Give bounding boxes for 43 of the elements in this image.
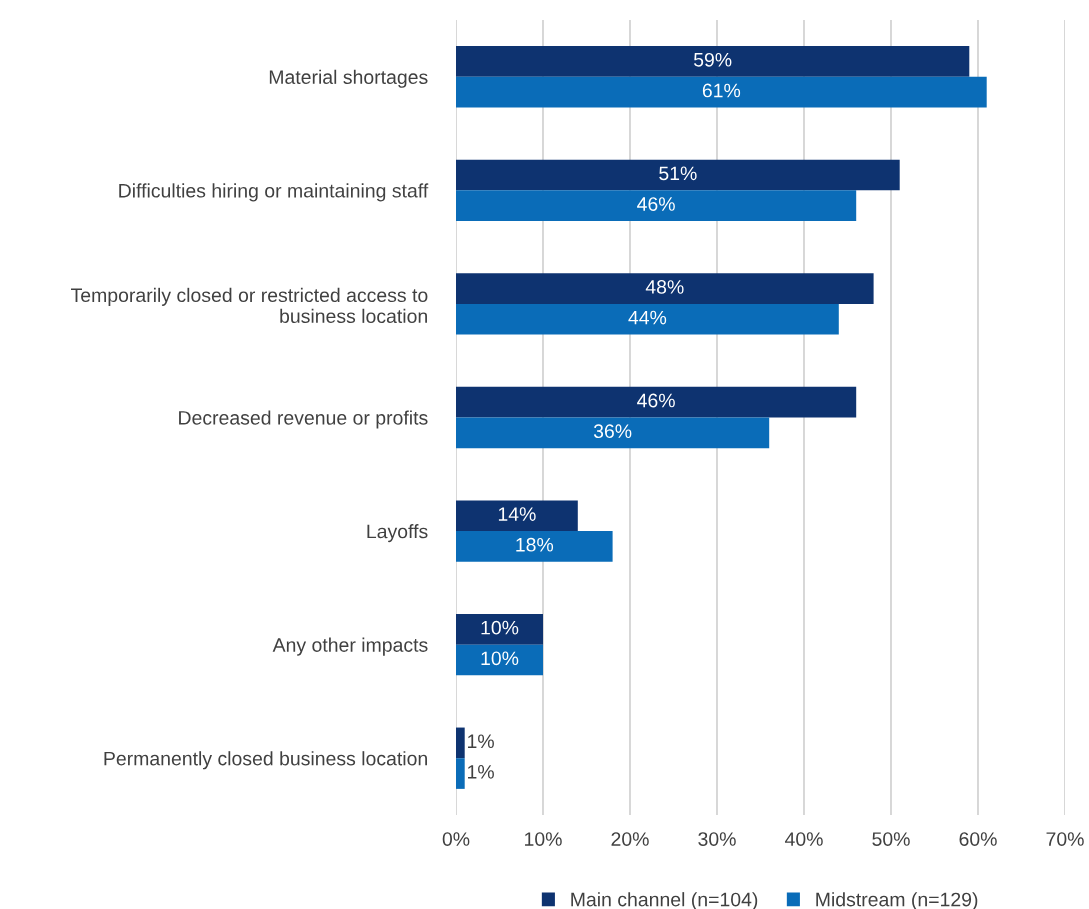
y-tick-label: Temporarily closed or restricted access to business location: [71, 287, 428, 324]
bar: [456, 531, 613, 562]
data-label: 14%: [498, 507, 536, 521]
y-tick-label: Layoffs: [367, 524, 428, 543]
y-tick-label: Any other impacts: [272, 637, 428, 656]
x-tick-label: 50%: [872, 832, 910, 846]
data-label: 10%: [481, 651, 519, 666]
data-label: 36%: [593, 424, 632, 439]
bar: [456, 386, 857, 418]
bar: [456, 417, 770, 449]
bar: [456, 76, 987, 108]
bar: [456, 613, 543, 645]
x-tick-label: 70%: [1046, 832, 1084, 846]
y-tick-label: Difficulties hiring or maintaining staff: [119, 183, 429, 202]
data-label: 1%: [468, 765, 494, 779]
bar: [456, 273, 874, 304]
bar: [456, 758, 465, 789]
data-label: 59%: [693, 52, 732, 67]
x-tick-label: 60%: [959, 832, 997, 846]
data-label: 51%: [659, 166, 697, 181]
x-tick-label: 40%: [784, 832, 823, 846]
bar: [456, 644, 543, 676]
bar: [456, 727, 465, 759]
data-label: 10%: [481, 620, 519, 635]
data-label: 44%: [628, 310, 667, 325]
bar: [456, 500, 578, 532]
bar: [456, 46, 970, 77]
data-label: 48%: [645, 280, 684, 294]
x-tick-label: 20%: [611, 832, 649, 846]
bar: [456, 303, 839, 335]
x-tick-label: 0%: [442, 832, 470, 846]
bar: [456, 190, 857, 222]
data-label: 61%: [702, 83, 741, 98]
x-tick-label: 10%: [525, 832, 562, 846]
bar: [456, 159, 900, 191]
y-tick-label: Permanently closed business location: [104, 751, 427, 770]
data-label: 46%: [637, 197, 675, 211]
y-tick-label: Material shortages: [269, 69, 428, 88]
x-tick-label: 30%: [698, 832, 736, 846]
data-label: 1%: [468, 734, 494, 749]
y-tick-label: Decreased revenue or profits: [179, 410, 428, 429]
data-label: 18%: [516, 537, 554, 552]
data-label: 46%: [637, 393, 675, 408]
